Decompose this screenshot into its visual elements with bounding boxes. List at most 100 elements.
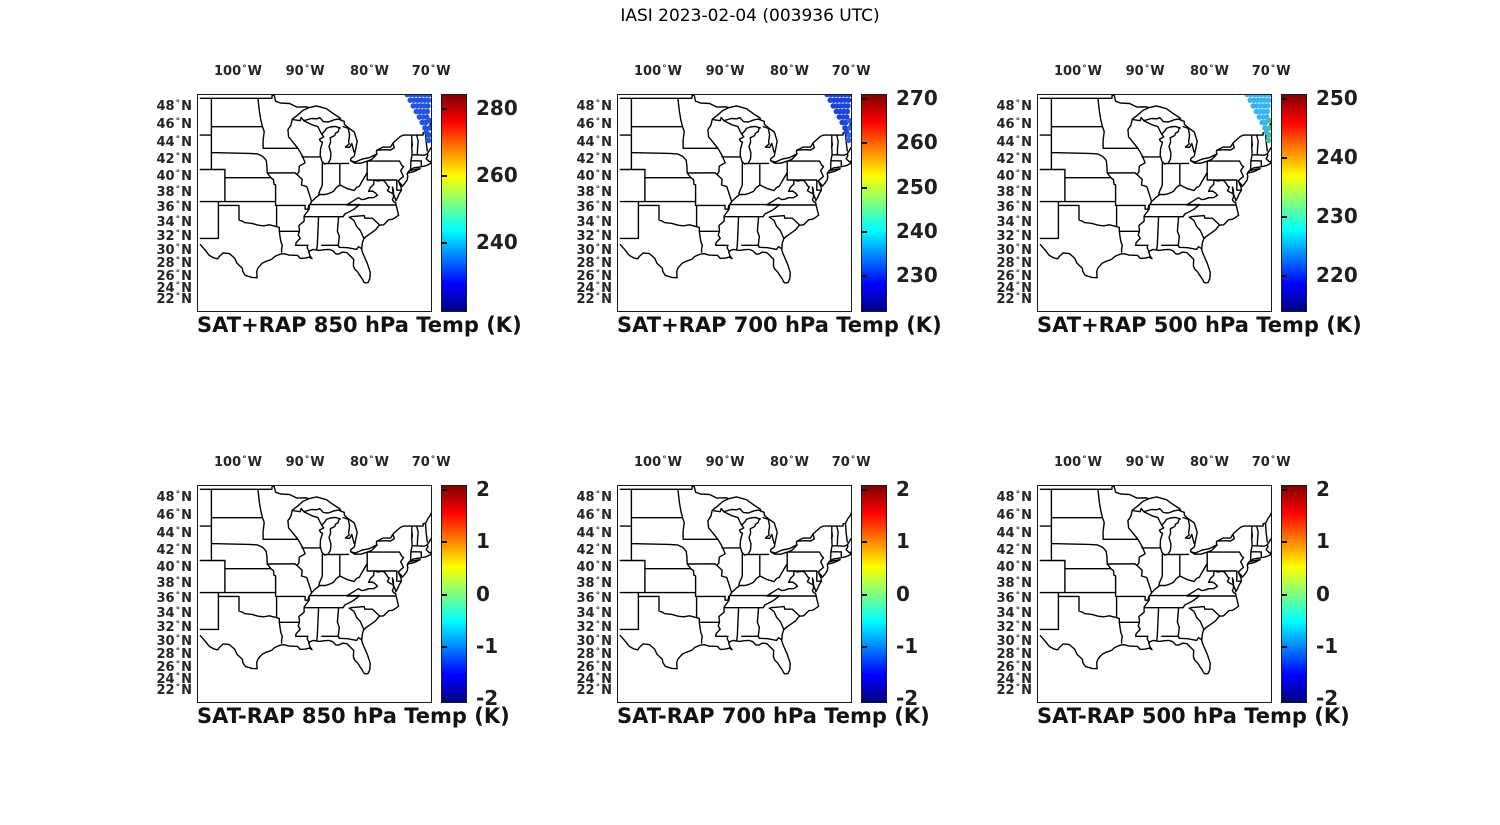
satellite-observation-points <box>824 95 851 144</box>
colorbar-tick-label: 250 <box>896 174 938 199</box>
y-tick-label: 34°N <box>996 215 1032 231</box>
colorbar-tick-label: -1 <box>896 634 919 659</box>
y-tick-label: 36°N <box>156 591 192 607</box>
colorbar-tick-mark <box>442 593 447 596</box>
x-tick-label: 80°W <box>350 64 389 79</box>
map-panel-sat-minus-rap-850: 100°W 90°W 80°W 70°W 48°N 46°N 44°N 42°N 40°N 38… <box>130 447 542 741</box>
colorbar-tick-mark <box>1282 275 1287 278</box>
panel-title: SAT-RAP 500 hPa Temp (K) <box>1037 704 1350 728</box>
map-plot-area <box>197 485 432 703</box>
y-tick-label: 40°N <box>576 559 612 575</box>
y-tick-label: 26°N <box>156 268 192 284</box>
y-tick-label: 22°N <box>156 683 192 699</box>
colorbar-tick-mark <box>1282 157 1287 160</box>
x-tick-label: 80°W <box>1190 64 1229 79</box>
y-tick-label: 46°N <box>576 508 612 524</box>
y-tick-label: 38°N <box>576 575 612 591</box>
y-tick-label: 28°N <box>996 256 1032 272</box>
panel-title: SAT+RAP 500 hPa Temp (K) <box>1037 313 1362 337</box>
y-tick-label: 36°N <box>576 200 612 216</box>
map-panel-sat-plus-rap-500: 100°W 90°W 80°W 70°W 48°N 46°N 44°N 42°N 40°N 38… <box>970 56 1382 350</box>
panel-title: SAT+RAP 850 hPa Temp (K) <box>197 313 522 337</box>
y-tick-label: 46°N <box>156 508 192 524</box>
colorbar-tick-mark <box>1282 98 1287 101</box>
y-tick-label: 42°N <box>156 543 192 559</box>
y-tick-label: 34°N <box>576 215 612 231</box>
y-tick-label: 28°N <box>156 256 192 272</box>
y-tick-label: 26°N <box>996 659 1032 675</box>
map-plot-area <box>1037 485 1272 703</box>
y-tick-label: 42°N <box>996 152 1032 168</box>
colorbar-tick-mark <box>862 142 867 145</box>
y-tick-label: 30°N <box>576 243 612 259</box>
x-tick-label: 80°W <box>1190 455 1229 470</box>
y-tick-label: 40°N <box>156 559 192 575</box>
y-tick-label: 42°N <box>996 543 1032 559</box>
y-tick-label: 36°N <box>996 200 1032 216</box>
colorbar-tick-mark <box>442 242 447 245</box>
y-tick-label: 30°N <box>576 634 612 650</box>
y-tick-label: 32°N <box>576 620 612 636</box>
x-tick-label: 90°W <box>705 64 745 79</box>
colorbar-tick-label: 240 <box>476 230 518 255</box>
y-tick-label: 38°N <box>996 184 1032 200</box>
us-state-boundaries-map <box>1039 486 1271 675</box>
y-tick-label: 42°N <box>576 152 612 168</box>
y-tick-label: 40°N <box>996 168 1032 184</box>
y-tick-label: 38°N <box>996 575 1032 591</box>
colorbar-tick-mark <box>1282 541 1287 544</box>
y-tick-label: 40°N <box>996 559 1032 575</box>
colorbar-tick-label: -2 <box>896 686 919 711</box>
y-tick-label: 44°N <box>576 134 612 150</box>
colorbar-tick-label: 240 <box>1316 145 1358 170</box>
y-tick-label: 42°N <box>156 152 192 168</box>
colorbar-tick-mark <box>862 274 867 277</box>
colorbar-tick-label: 0 <box>1316 581 1330 606</box>
x-tick-label: 70°W <box>831 64 871 79</box>
colorbar-tick-label: 260 <box>476 163 518 188</box>
y-tick-label: 28°N <box>996 647 1032 663</box>
y-tick-label: 46°N <box>996 117 1032 133</box>
y-tick-label: 44°N <box>156 134 192 150</box>
colorbar-tick-mark <box>442 489 447 492</box>
y-tick-label: 28°N <box>576 256 612 272</box>
colorbar-tick-label: 220 <box>1316 263 1358 288</box>
x-tick-label: 90°W <box>1125 64 1165 79</box>
colorbar-tick-label: 2 <box>476 477 490 502</box>
colorbar-tick-mark <box>442 698 447 701</box>
y-tick-label: 26°N <box>996 268 1032 284</box>
satellite-observation-points <box>1244 95 1271 144</box>
y-tick-label: 30°N <box>996 634 1032 650</box>
y-tick-label: 32°N <box>156 229 192 245</box>
y-tick-label: 38°N <box>576 184 612 200</box>
colorbar-tick-label: 230 <box>1316 204 1358 229</box>
colorbar <box>861 94 887 312</box>
y-tick-label: 22°N <box>576 683 612 699</box>
y-tick-label: 24°N <box>996 671 1032 687</box>
colorbar <box>1281 94 1307 312</box>
map-plot-area <box>1037 94 1272 312</box>
x-tick-label: 70°W <box>1251 64 1291 79</box>
colorbar-tick-label: 1 <box>476 529 490 554</box>
colorbar-tick-label: 270 <box>896 86 938 111</box>
y-tick-label: 48°N <box>996 489 1032 505</box>
colorbar <box>441 485 467 703</box>
colorbar-tick-mark <box>442 175 447 178</box>
colorbar-tick-mark <box>862 98 867 101</box>
colorbar-tick-label: -2 <box>1316 686 1339 711</box>
colorbar-tick-label: 0 <box>896 581 910 606</box>
y-tick-label: 22°N <box>576 292 612 308</box>
y-tick-label: 44°N <box>156 525 192 541</box>
y-tick-label: 24°N <box>576 280 612 296</box>
colorbar-tick-mark <box>1282 698 1287 701</box>
y-tick-label: 22°N <box>996 683 1032 699</box>
colorbar-tick-mark <box>862 593 867 596</box>
colorbar-tick-label: 1 <box>1316 529 1330 554</box>
colorbar-tick-mark <box>442 646 447 649</box>
x-tick-label: 80°W <box>770 455 809 470</box>
x-tick-label: 70°W <box>831 455 871 470</box>
y-tick-label: 34°N <box>156 215 192 231</box>
y-tick-label: 48°N <box>156 489 192 505</box>
colorbar-tick-label: 0 <box>476 581 490 606</box>
us-state-boundaries-map <box>619 95 851 284</box>
